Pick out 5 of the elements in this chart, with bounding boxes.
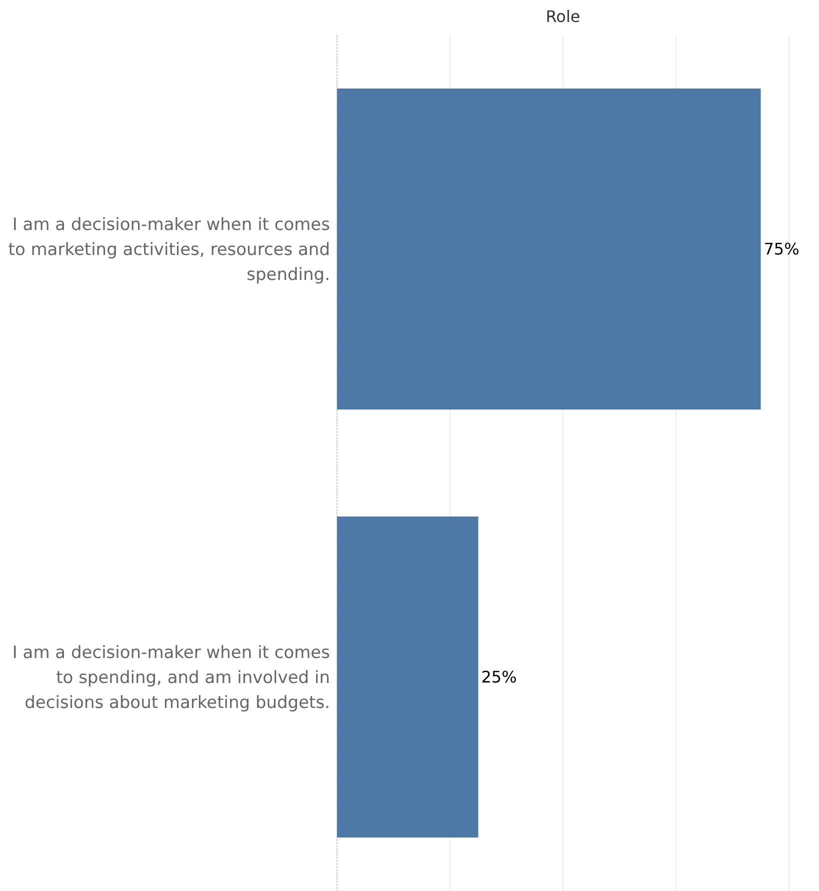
data-label: 25%: [481, 668, 517, 687]
y-tick-label: I am a decision-maker when it comes to spending, and am involved in decisions about marketing budgets.: [12, 642, 330, 713]
y-tick-label: I am a decision-maker when it comes to marketing activities, resources and spending.: [8, 214, 330, 285]
data-label: 75%: [764, 240, 800, 259]
chart-title: Role: [546, 7, 580, 26]
